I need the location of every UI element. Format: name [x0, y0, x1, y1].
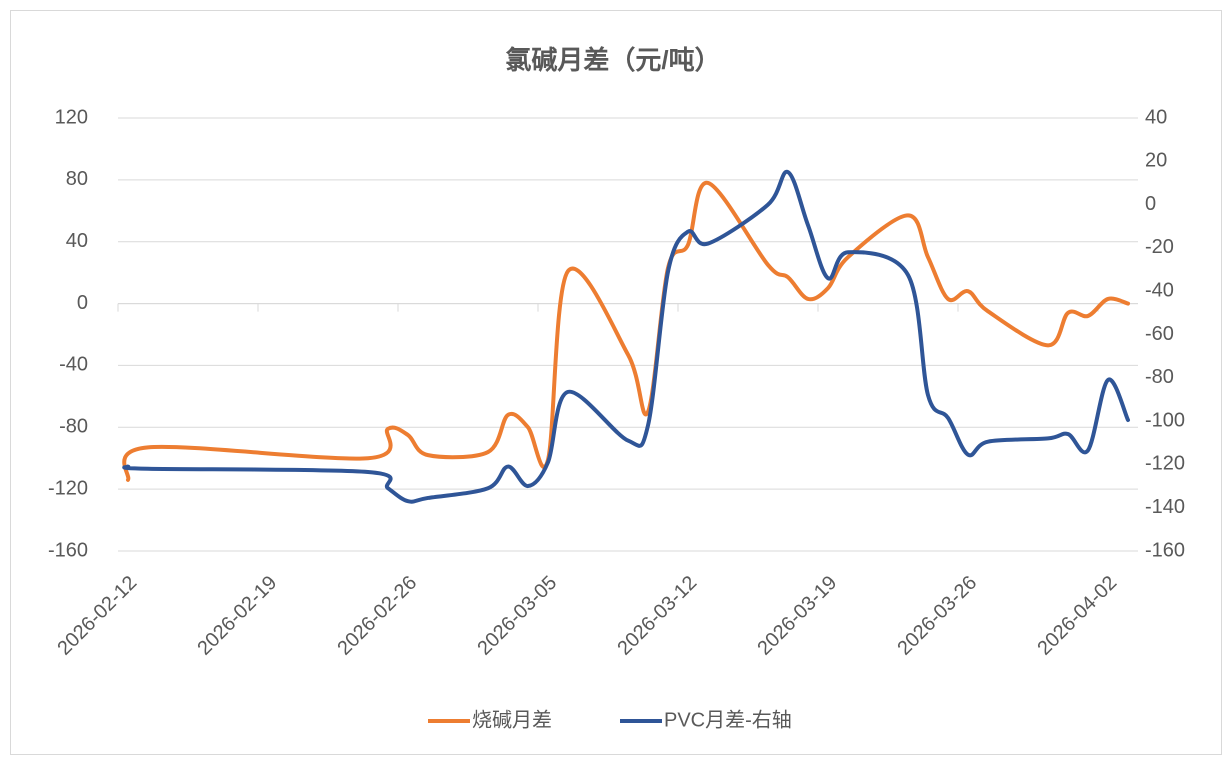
chart-border — [10, 10, 1222, 755]
legend-label: PVC月差-右轴 — [664, 708, 792, 731]
y-tick-label: 40 — [66, 230, 88, 252]
y2-tick-label: -80 — [1145, 366, 1174, 388]
y-tick-label: -160 — [48, 539, 88, 561]
y-tick-label: 120 — [55, 106, 88, 128]
chart-title: 氯碱月差（元/吨） — [505, 45, 720, 75]
y2-tick-label: -40 — [1145, 279, 1174, 301]
y-tick-label: -80 — [59, 416, 88, 438]
y-tick-label: 0 — [77, 292, 88, 314]
y2-tick-label: -140 — [1145, 496, 1185, 518]
y2-tick-label: -100 — [1145, 409, 1185, 431]
y-tick-label: -40 — [59, 354, 88, 376]
y2-tick-label: 20 — [1145, 150, 1167, 172]
y2-tick-label: 40 — [1145, 106, 1167, 128]
y2-tick-label: -160 — [1145, 539, 1185, 561]
legend-label: 烧碱月差 — [472, 708, 552, 731]
series-line — [122, 180, 1130, 482]
y2-tick-label: -120 — [1145, 453, 1185, 475]
y2-tick-label: -20 — [1145, 236, 1174, 258]
y-tick-label: -120 — [48, 477, 88, 499]
series-line — [122, 170, 1130, 504]
y2-tick-label: 0 — [1145, 193, 1156, 215]
y2-tick-label: -60 — [1145, 323, 1174, 345]
y-tick-label: 80 — [66, 168, 88, 190]
